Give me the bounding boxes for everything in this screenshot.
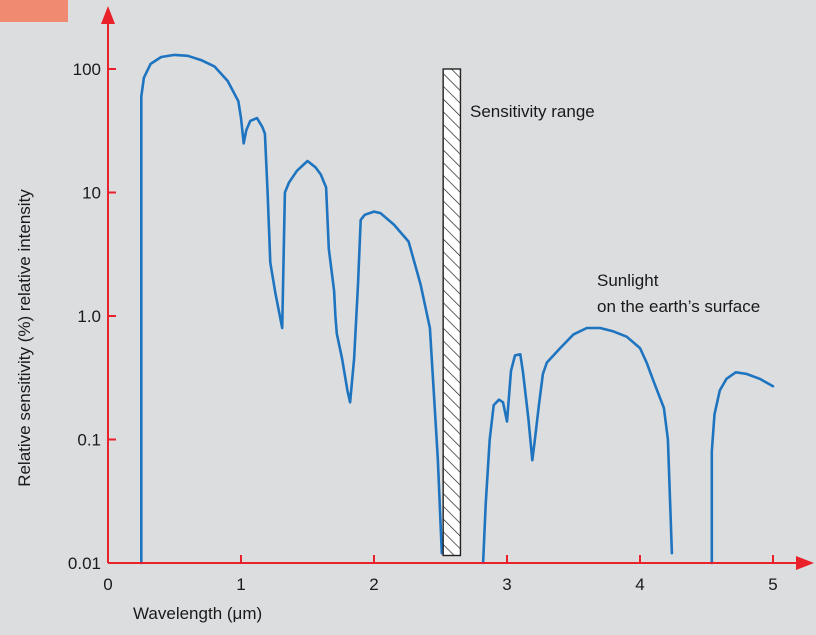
x-axis-arrowhead — [796, 556, 814, 570]
y-tick-label-100: 100 — [73, 60, 101, 79]
spectrum-curve-segment-1 — [140, 53, 444, 565]
sensitivity-range-bar — [442, 68, 462, 557]
y-tick-label-10: 10 — [82, 184, 101, 203]
y-axis-title: Relative sensitivity (%) relative intens… — [15, 189, 34, 487]
x-tick-label-1: 1 — [236, 575, 245, 594]
y-axis-arrowhead — [101, 6, 115, 24]
y-tick-label-0.01: 0.01 — [68, 554, 101, 573]
x-tick-label-5: 5 — [768, 575, 777, 594]
spectrum-curve-segment-2 — [481, 326, 674, 565]
x-tick-label-3: 3 — [502, 575, 511, 594]
x-axis-title: Wavelength (μm) — [133, 604, 262, 623]
x-tick-label-0: 0 — [103, 575, 112, 594]
y-tick-label-1.0: 1.0 — [77, 307, 101, 326]
sensitivity-range-annotation: Sensitivity range — [470, 102, 595, 121]
spectrum-curve-segment-3 — [710, 371, 775, 565]
corner-badge — [0, 0, 68, 22]
x-tick-label-2: 2 — [369, 575, 378, 594]
x-tick-label-4: 4 — [635, 575, 644, 594]
sunlight-annotation-line2: on the earth’s surface — [597, 297, 760, 316]
sunlight-annotation-line1: Sunlight — [597, 271, 659, 290]
y-tick-label-0.1: 0.1 — [77, 431, 101, 450]
